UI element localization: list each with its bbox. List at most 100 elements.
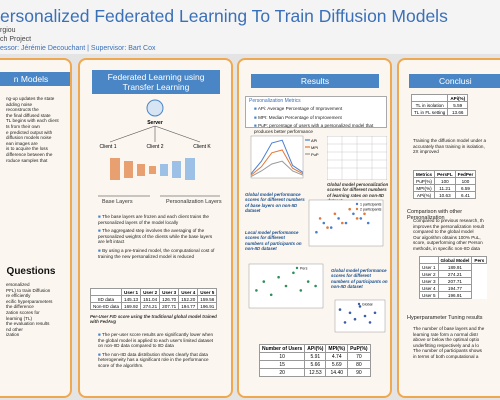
author: rgiou <box>0 27 16 34</box>
comparison-title: Comparison with other Personalization <box>407 209 463 221</box>
header-cell: PuP(%) <box>347 344 371 353</box>
point <box>348 207 351 211</box>
server-icon <box>146 99 164 117</box>
global-table: Global Model Pers User 1 189.91 User 2 274.21… <box>419 256 488 299</box>
text-line: above or below the optimal optio <box>413 337 480 343</box>
point <box>359 217 363 220</box>
text-line: ng-up updates the state <box>6 96 55 101</box>
corner-cell <box>410 94 449 102</box>
cell: 12.53 <box>304 368 327 377</box>
cell: 70 <box>347 352 371 361</box>
text-line: 2X improved <box>413 149 439 155</box>
cell: 196.91 <box>197 302 218 310</box>
legend-swatch <box>295 266 299 270</box>
row: 10 5.91 4.74 70 <box>258 352 371 361</box>
supervisors: essor: Jérémie Decouchant | Supervisor: … <box>0 45 156 52</box>
point <box>315 230 318 234</box>
header-cell: Pers <box>471 256 488 264</box>
row: User 5 196.91 <box>419 291 487 299</box>
row: TL in FL setting 13.66 <box>410 108 469 116</box>
cell: 5.59 <box>447 101 469 109</box>
text-line: ization <box>6 332 20 338</box>
header-cell: MPI(%) <box>325 344 349 353</box>
header: ersonalized Federated Learning To Train … <box>0 0 500 54</box>
caption: Global model performance scores for diff… <box>331 268 388 290</box>
intro-text: ng-up updates the state adding noise recon… <box>6 96 68 163</box>
legend-swatch <box>355 207 359 211</box>
tuning-text: The number of base layers and the learnin… <box>413 326 484 360</box>
cell: 274.21 <box>140 302 161 310</box>
legend-swatch <box>355 202 359 206</box>
bullets: The per-user score results are significa… <box>98 332 218 372</box>
plot-area <box>334 299 386 333</box>
conclusion-text: Training the diffusion model under a accu… <box>413 138 486 155</box>
header-cell: Metrics <box>412 170 436 178</box>
text-line: The number of base layers and the <box>413 326 485 331</box>
row: User 1 189.91 <box>419 263 487 271</box>
results-panel: Results Personalization Metrics APi: Ave… <box>237 58 392 398</box>
cell: 207.71 <box>159 302 180 310</box>
header-cell: User 5 <box>197 288 218 296</box>
cell: 80 <box>347 360 371 369</box>
tuning-title: Hyperparameter Tuning results <box>407 315 483 321</box>
header-cell: User 2 <box>140 288 161 296</box>
cell: 13.66 <box>447 108 469 116</box>
comparison-text: Compared to previous research, th improve… <box>413 218 484 252</box>
metrics-box: Personalization Metrics APi: Average Per… <box>245 96 387 134</box>
cell: 5.66 <box>304 360 327 369</box>
point <box>348 311 352 315</box>
cell: TL in FL setting <box>410 108 449 116</box>
point <box>314 284 317 288</box>
cell: 90 <box>347 368 371 377</box>
comparison-table: Metrics PersFL FedPer PuP(%) 100 100 MPI(%) 11.… <box>412 170 477 199</box>
header-cell: PersFL <box>434 170 456 178</box>
text-line: The non-IID data distribution shows clea… <box>98 352 218 369</box>
legend-label: Pers <box>300 267 308 271</box>
cell: User 3 <box>419 277 439 285</box>
cell: 196.91 <box>437 291 473 299</box>
point <box>269 293 273 297</box>
cell: 20 <box>258 368 306 377</box>
point <box>363 314 367 318</box>
cell: User 2 <box>419 270 439 278</box>
cell: 194.77 <box>437 284 473 292</box>
caption: Local model performance scores for diffe… <box>245 230 302 252</box>
personal-label: Personalization Layers <box>166 199 222 205</box>
point <box>284 284 288 288</box>
cell: 6.41 <box>454 191 477 199</box>
point <box>326 226 329 229</box>
text-line: difference between the <box>6 151 53 157</box>
client-label: Client 1 <box>100 144 117 150</box>
text-line: is to acquire the loss <box>6 146 48 152</box>
point <box>322 221 326 225</box>
text-line: underfitting respectively and a lo <box>413 342 479 348</box>
title: ersonalized Federated Learning To Train … <box>0 6 448 26</box>
text-line: By using a pre-trained model, the comput… <box>98 248 218 259</box>
header-cell: Number of Users <box>258 344 306 353</box>
text-line: ecific hyperparameters <box>6 298 53 304</box>
header-cell: Global Model <box>437 256 473 264</box>
intro-panel: n Models ng-up updates the state adding n… <box>0 58 72 398</box>
point <box>341 221 344 225</box>
point <box>358 305 362 308</box>
row: MPI(%) 11.21 6.59 <box>412 184 477 192</box>
cell: User 4 <box>419 284 439 292</box>
cell: TL in isolation <box>410 101 449 109</box>
cell: 145.13 <box>121 295 142 303</box>
legend-label: PuP <box>311 152 319 157</box>
network-blocks <box>110 158 195 180</box>
cell: MPI(%) <box>412 184 436 192</box>
text-line: in terms of both computational a <box>413 353 479 359</box>
header-row: User 1 User 2 User 3 User 4 User 5 <box>89 288 218 296</box>
point <box>333 212 337 216</box>
text-line: roduce samples that <box>6 157 48 163</box>
cell: User 5 <box>419 291 439 299</box>
row: User 3 207.71 <box>419 277 487 285</box>
text-line: The aggregated step involves the averagi… <box>98 228 218 245</box>
cell: 10 <box>258 352 306 361</box>
text-line: TL begins with each client <box>6 118 59 124</box>
point <box>277 275 280 279</box>
row: 20 12.53 14.40 90 <box>258 368 371 377</box>
text-line: Compared to previous research, th <box>413 218 484 223</box>
